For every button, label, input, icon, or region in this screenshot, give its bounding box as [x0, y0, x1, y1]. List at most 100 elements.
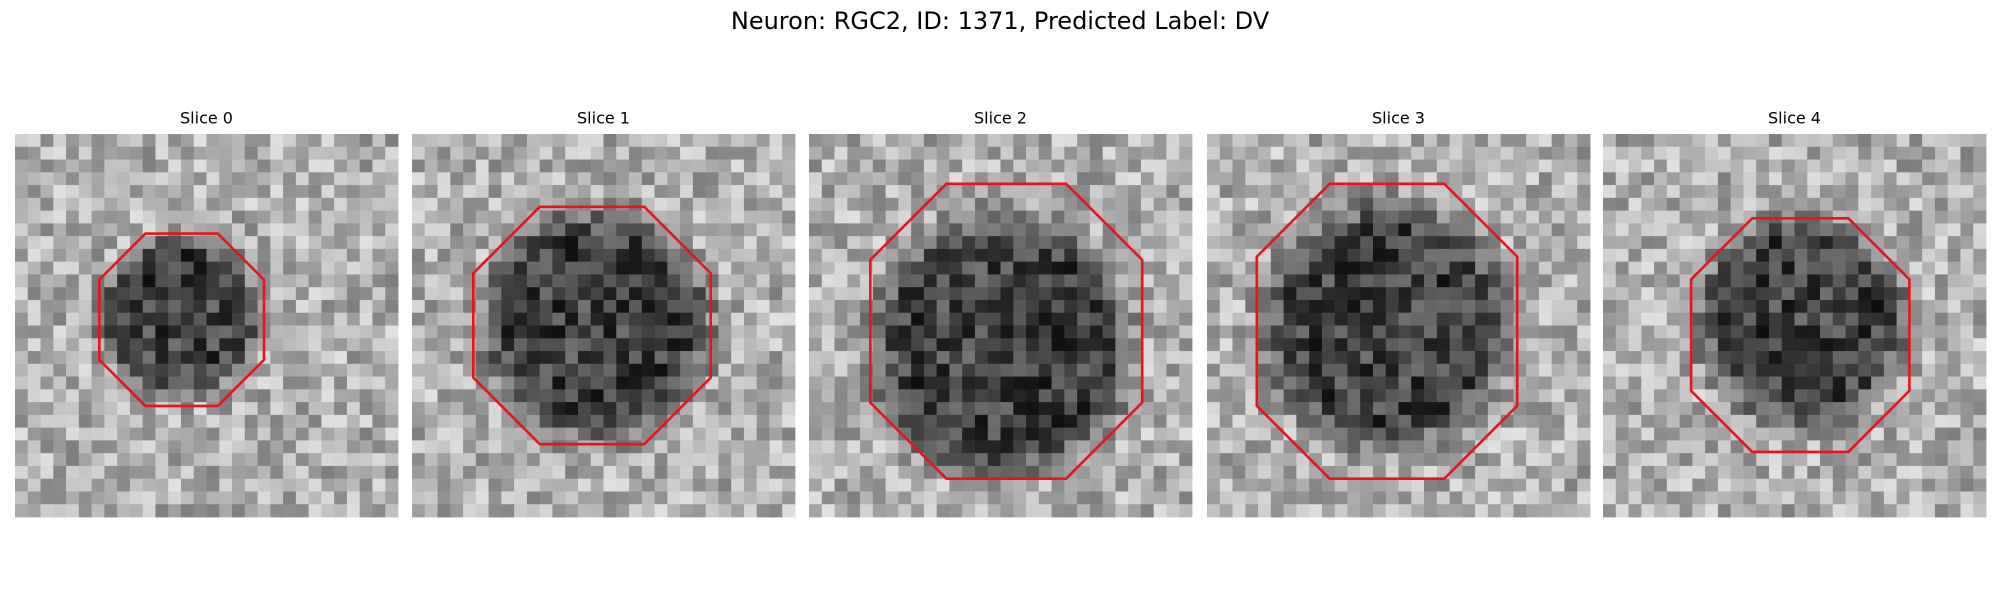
pixel [1628, 134, 1642, 148]
pixel [155, 465, 169, 480]
pixel [923, 197, 938, 211]
pixel [463, 236, 477, 250]
pixel [475, 504, 489, 518]
pixel [1934, 491, 1949, 505]
pixel [219, 440, 233, 454]
pixel [1077, 312, 1091, 326]
pixel [104, 185, 118, 199]
pixel [1730, 465, 1744, 480]
pixel [450, 465, 464, 480]
pixel [731, 223, 745, 237]
pixel [603, 465, 617, 480]
pixel [705, 504, 719, 518]
pixel [1296, 299, 1310, 314]
pixel [1692, 146, 1706, 160]
pixel [1449, 453, 1463, 467]
pixel [1245, 414, 1259, 429]
pixel [1922, 465, 1936, 480]
pixel [1051, 172, 1065, 186]
pixel [193, 440, 207, 454]
pixel [1679, 299, 1693, 314]
pixel [450, 172, 464, 186]
pixel [1270, 236, 1284, 250]
pixel [475, 478, 489, 492]
pixel [40, 414, 54, 429]
pixel [1398, 223, 1412, 237]
pixel [1577, 478, 1591, 492]
pixel [974, 261, 989, 275]
pixel [590, 261, 604, 275]
pixel [1179, 491, 1193, 505]
pixel [1424, 351, 1438, 365]
pixel [1153, 185, 1167, 199]
pixel [1372, 197, 1387, 211]
pixel [232, 414, 246, 429]
pixel [27, 274, 41, 288]
pixel [1603, 363, 1617, 377]
pixel [1730, 146, 1744, 160]
pixel [206, 389, 220, 403]
pixel [219, 453, 233, 467]
pixel [641, 197, 655, 211]
pixel [718, 287, 732, 301]
pixel [1577, 402, 1591, 416]
pixel [514, 197, 528, 211]
pixel [821, 159, 835, 173]
pixel [1385, 427, 1399, 441]
pixel [155, 146, 169, 160]
pixel [629, 504, 643, 518]
pixel [1000, 261, 1014, 275]
pixel [129, 261, 144, 275]
pixel [1794, 248, 1808, 263]
pixel [743, 338, 758, 352]
pixel [692, 478, 707, 492]
pixel [1934, 402, 1949, 416]
pixel [821, 478, 835, 492]
pixel [1462, 440, 1476, 454]
pixel [809, 376, 823, 390]
pixel [412, 274, 426, 288]
pixel [718, 312, 732, 326]
pixel [463, 402, 477, 416]
pixel [680, 159, 694, 173]
pixel [1513, 376, 1527, 390]
pixel [295, 389, 310, 403]
pixel [577, 134, 592, 148]
pixel [1896, 134, 1910, 148]
pixel [1140, 491, 1155, 505]
pixel [1615, 312, 1629, 326]
pixel [1232, 478, 1246, 492]
pixel [1615, 159, 1629, 173]
pixel [1360, 287, 1374, 301]
pixel [1960, 427, 1974, 441]
pixel [1871, 351, 1885, 365]
pixel [1449, 287, 1463, 301]
pixel [1283, 402, 1297, 416]
pixel [1436, 453, 1450, 467]
pixel [359, 504, 373, 518]
pixel [412, 363, 426, 377]
pixel [834, 172, 848, 186]
pixel [1934, 363, 1949, 377]
pixel [1334, 402, 1348, 416]
pixel [1781, 223, 1795, 237]
pixel [424, 134, 438, 148]
pixel [1705, 159, 1719, 173]
pixel [1628, 453, 1642, 467]
pixel [821, 236, 835, 250]
pixel [667, 248, 681, 263]
pixel [1654, 465, 1668, 480]
pixel [206, 414, 220, 429]
pixel [359, 185, 373, 199]
pixel [437, 465, 451, 480]
pixel [821, 351, 835, 365]
pixel [1858, 453, 1872, 467]
pixel [654, 261, 668, 275]
pixel [692, 134, 707, 148]
pixel [1577, 261, 1591, 275]
pixel [1756, 440, 1770, 454]
pixel [1487, 363, 1502, 377]
pixel [616, 504, 630, 518]
pixel [1372, 325, 1387, 339]
